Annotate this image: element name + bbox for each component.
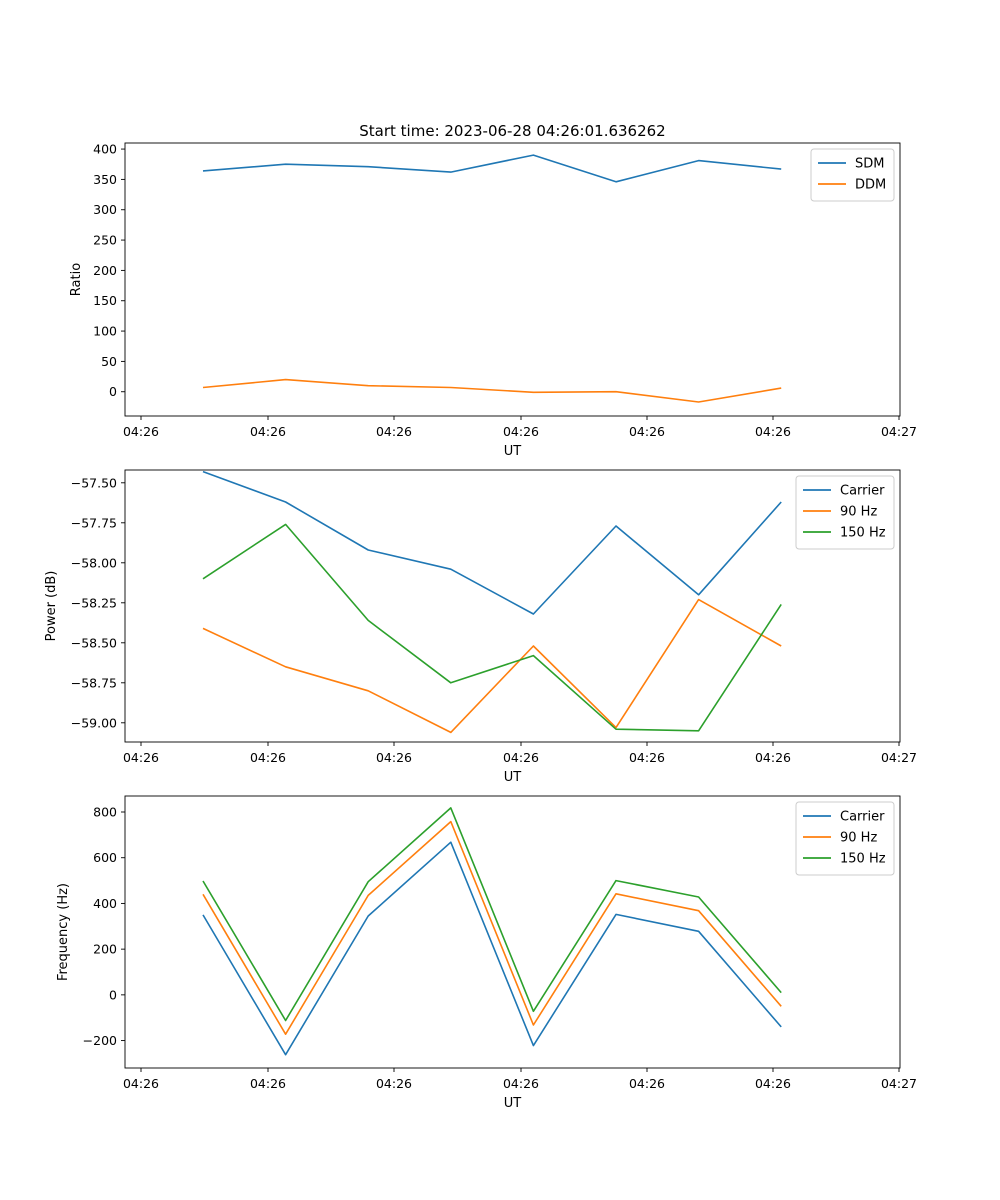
plot-frame xyxy=(124,142,901,417)
series-line-carrier xyxy=(202,841,782,1056)
y-axis-label: Frequency (Hz) xyxy=(56,883,71,981)
chart-panel-3: −200 0 200 400 600 800 04:26 04:26 04:26 04:26 04:… xyxy=(56,795,917,1111)
x-tick-label: 04:26 xyxy=(123,750,159,765)
x-tick-label: 04:26 xyxy=(629,424,665,439)
x-tick-label: 04:26 xyxy=(503,424,539,439)
legend-label: 90 Hz xyxy=(840,505,877,520)
x-tick-label: 04:26 xyxy=(503,1076,539,1091)
y-tick-label: −58.75 xyxy=(71,675,117,690)
y-tick-label: −200 xyxy=(83,1033,117,1048)
figure-title: Start time: 2023-06-28 04:26:01.636262 xyxy=(359,122,665,140)
legend-label: Carrier xyxy=(840,810,885,825)
x-tick-label: 04:27 xyxy=(881,424,917,439)
y-tick-label: −57.50 xyxy=(71,475,117,490)
y-tick-label: 0 xyxy=(109,987,117,1002)
legend-box xyxy=(810,148,895,202)
x-tick-label: 04:26 xyxy=(629,750,665,765)
legend-box xyxy=(795,475,895,550)
y-tick-label: 0 xyxy=(109,384,117,399)
plot-frame xyxy=(124,469,901,743)
x-tick-label: 04:26 xyxy=(755,1076,791,1091)
x-tick-label: 04:26 xyxy=(250,750,286,765)
x-tick-label: 04:26 xyxy=(250,1076,286,1091)
y-tick-label: −58.50 xyxy=(71,635,117,650)
x-axis-label: UT xyxy=(504,770,522,785)
y-tick-label: 350 xyxy=(93,172,117,187)
legend-label: SDM xyxy=(855,157,884,172)
x-tick-label: 04:26 xyxy=(123,424,159,439)
x-tick-label: 04:26 xyxy=(629,1076,665,1091)
series-line-90-hz xyxy=(202,598,782,734)
x-tick-label: 04:26 xyxy=(503,750,539,765)
plot-frame xyxy=(124,795,901,1069)
x-tick-label: 04:26 xyxy=(755,424,791,439)
legend-label: 90 Hz xyxy=(840,831,877,846)
x-tick-label: 04:26 xyxy=(250,424,286,439)
y-tick-label: −58.25 xyxy=(71,595,117,610)
y-tick-label: −59.00 xyxy=(71,715,117,730)
y-tick-label: 400 xyxy=(93,142,117,157)
y-tick-label: 400 xyxy=(93,896,117,911)
legend-label: 150 Hz xyxy=(840,852,886,867)
y-axis-label: Ratio xyxy=(69,263,84,296)
y-tick-label: 150 xyxy=(93,293,117,308)
y-tick-label: 200 xyxy=(93,263,117,278)
x-tick-label: 04:26 xyxy=(376,424,412,439)
legend-label: Carrier xyxy=(840,484,885,499)
y-tick-label: −58.00 xyxy=(71,555,117,570)
chart-panel-1: 0 50 100 150 200 250 300 350 400 04:26 04:26 04:26 0… xyxy=(69,142,917,459)
x-axis-label: UT xyxy=(504,444,522,459)
x-tick-label: 04:26 xyxy=(376,1076,412,1091)
legend: SDM DDM xyxy=(810,148,895,202)
y-tick-label: 100 xyxy=(93,324,117,339)
legend: Carrier 90 Hz 150 Hz xyxy=(795,801,895,876)
series-line-ddm xyxy=(202,378,782,403)
chart-panel-2: −59.00 −58.75 −58.50 −58.25 −58.00 −57.75 −57.… xyxy=(44,469,917,785)
series-line-carrier xyxy=(202,470,782,615)
y-axis-label: Power (dB) xyxy=(44,571,59,642)
x-tick-label: 04:26 xyxy=(123,1076,159,1091)
series-line-150-hz xyxy=(202,807,782,1022)
series-line-90-hz xyxy=(202,820,782,1035)
y-tick-label: 300 xyxy=(93,202,117,217)
x-tick-label: 04:27 xyxy=(881,750,917,765)
y-tick-label: −57.75 xyxy=(71,515,117,530)
legend-label: DDM xyxy=(855,178,886,193)
legend: Carrier 90 Hz 150 Hz xyxy=(795,475,895,550)
x-tick-label: 04:26 xyxy=(376,750,412,765)
x-axis-label: UT xyxy=(504,1096,522,1111)
y-tick-label: 600 xyxy=(93,850,117,865)
y-tick-label: 50 xyxy=(101,354,117,369)
x-tick-label: 04:26 xyxy=(755,750,791,765)
y-tick-label: 250 xyxy=(93,233,117,248)
x-tick-label: 04:27 xyxy=(881,1076,917,1091)
series-line-150-hz xyxy=(202,523,782,732)
y-tick-label: 800 xyxy=(93,805,117,820)
legend-label: 150 Hz xyxy=(840,526,886,541)
series-line-sdm xyxy=(202,154,782,183)
y-tick-label: 200 xyxy=(93,942,117,957)
legend-box xyxy=(795,801,895,876)
